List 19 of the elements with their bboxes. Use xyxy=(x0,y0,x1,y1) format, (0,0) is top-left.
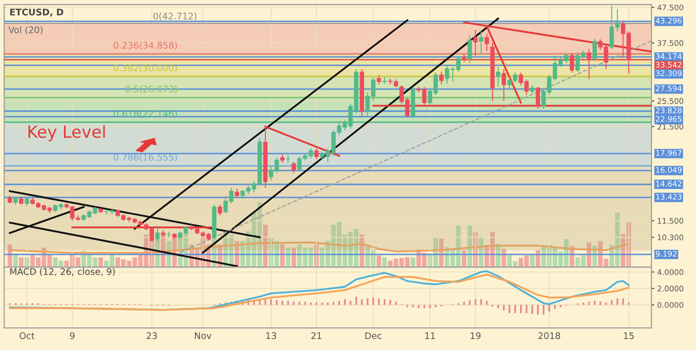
annotation: 0(42.712) xyxy=(153,12,196,21)
x-tick-label: 19 xyxy=(470,332,481,340)
chart-title: MACD (12, 26, close, 9) xyxy=(10,268,115,276)
band-label: 0.786(16.555) xyxy=(114,154,177,162)
x-tick-label: 9 xyxy=(70,332,75,340)
band-label: 0.382(30.000) xyxy=(114,64,177,72)
x-tick-label: 21 xyxy=(311,332,322,339)
x-tick-label: 23 xyxy=(146,332,157,340)
x-tick-label: Oct xyxy=(20,332,34,340)
x-tick-label: Dec xyxy=(365,332,382,340)
annotation: Key Level xyxy=(28,125,105,142)
x-tick-label: 15 xyxy=(624,332,634,340)
chart-title: Vol (20) xyxy=(8,26,42,34)
chart-title: ETCUSD, D xyxy=(10,8,64,17)
x-tick-label: 2018 xyxy=(538,332,560,340)
band-label: 0.236(34.858) xyxy=(114,42,177,50)
x-tick-label: Nov xyxy=(194,332,212,340)
x-tick-label: 13 xyxy=(266,332,276,340)
x-tick-label: 11 xyxy=(425,332,435,339)
